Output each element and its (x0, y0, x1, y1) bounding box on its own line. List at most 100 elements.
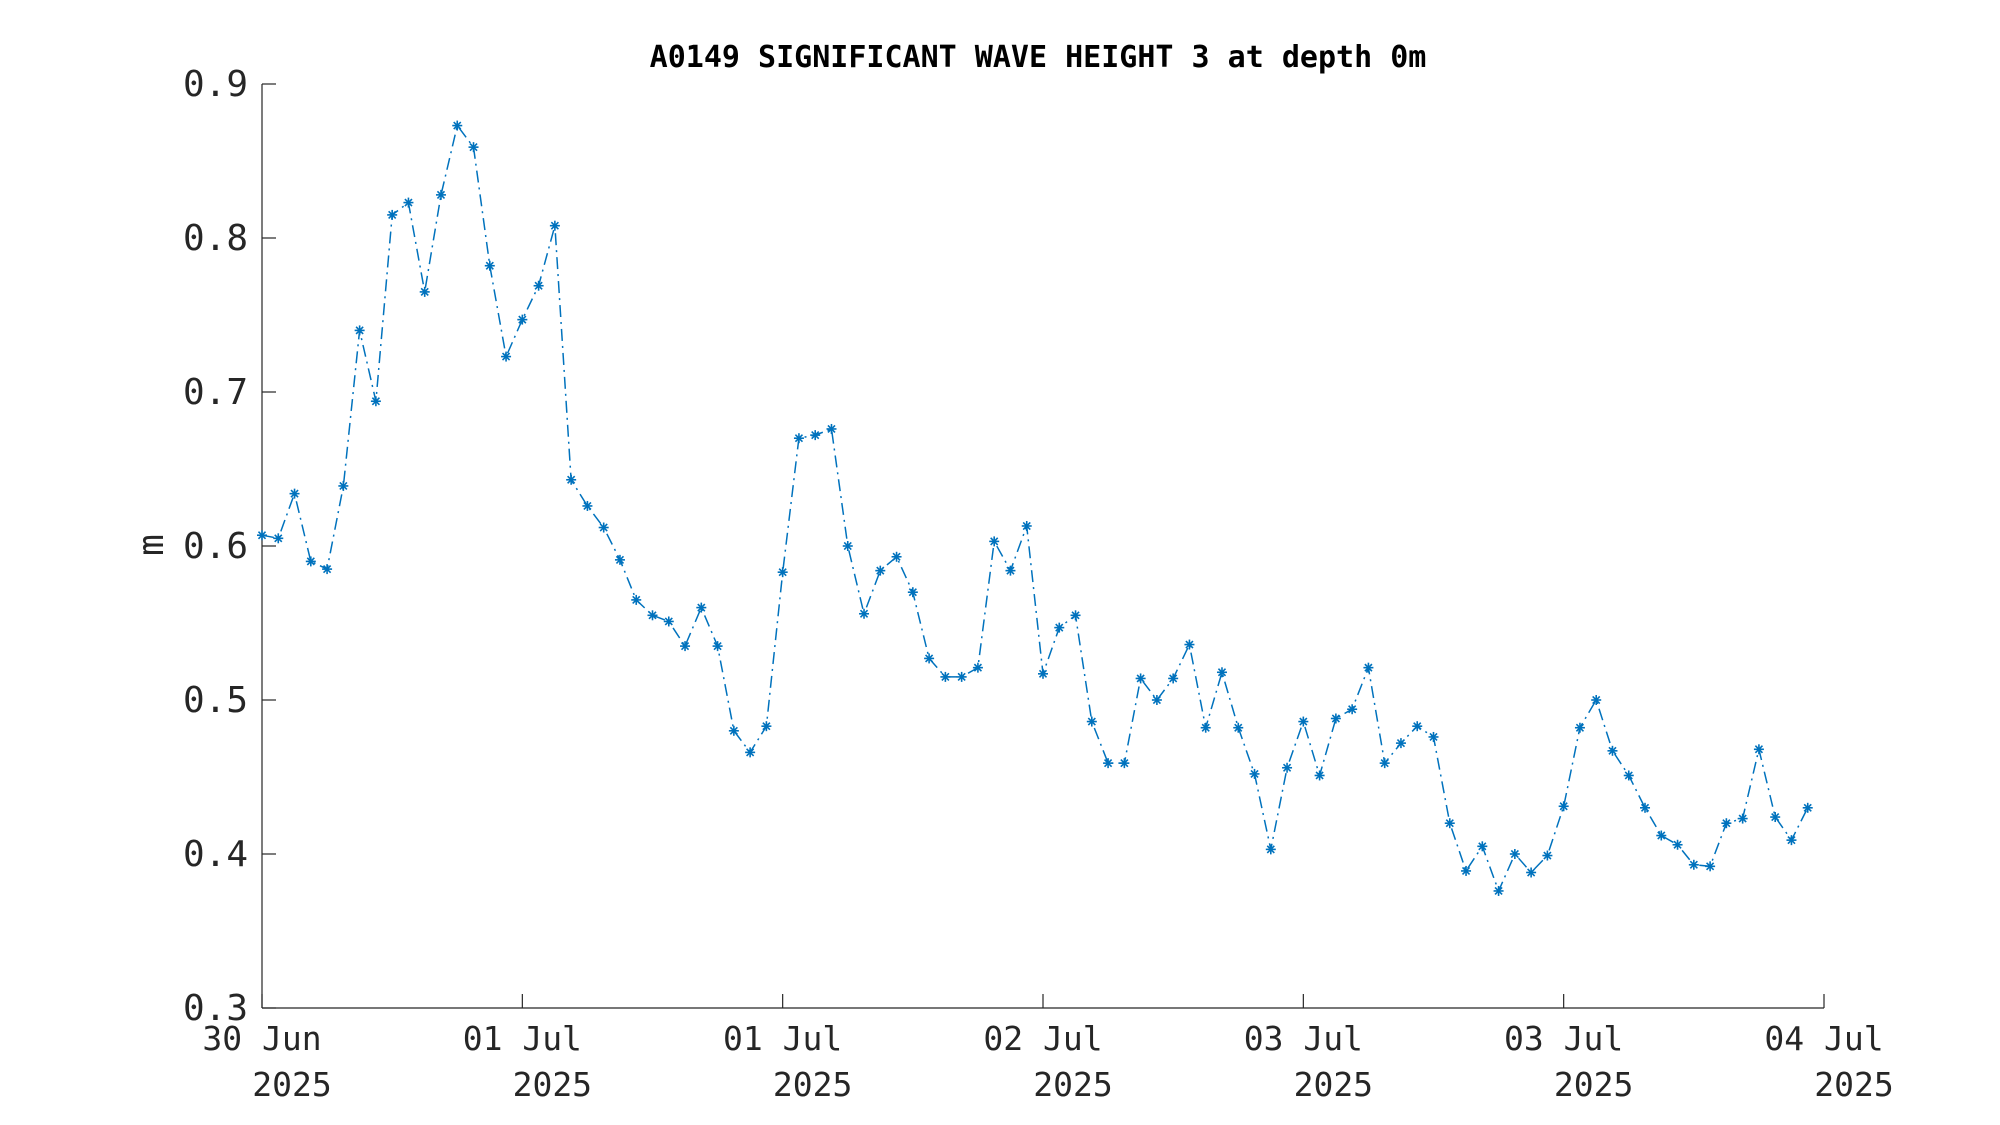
data-point (1705, 861, 1716, 872)
marker-stroke (1478, 842, 1487, 851)
marker-stroke (1364, 663, 1373, 672)
marker-stroke (567, 475, 576, 484)
data-point (1363, 662, 1374, 673)
marker-stroke (1201, 723, 1210, 732)
x-tick-label: 02 Jul (983, 1019, 1102, 1058)
data-point (468, 142, 479, 153)
data-point (1623, 770, 1634, 781)
marker-stroke (1266, 845, 1275, 854)
marker-stroke (1087, 717, 1096, 726)
data-point (907, 587, 918, 598)
marker-stroke (290, 489, 299, 498)
data-point (989, 536, 1000, 547)
marker-stroke (957, 672, 966, 682)
data-point (891, 551, 902, 562)
marker-stroke (843, 541, 852, 551)
data-point (1005, 565, 1016, 576)
marker-stroke (1559, 802, 1568, 811)
marker-stroke (1006, 566, 1015, 575)
marker-stroke (1706, 862, 1715, 871)
data-point (1753, 744, 1764, 755)
data-point (1314, 770, 1325, 781)
data-point (1184, 639, 1195, 650)
marker-stroke (1250, 769, 1259, 779)
y-tick-label: 0.3 (183, 988, 248, 1029)
marker-stroke (1543, 851, 1552, 860)
marker-stroke (583, 501, 592, 511)
data-point (1721, 818, 1732, 829)
data-point (1607, 745, 1618, 756)
data-point (1021, 520, 1032, 531)
data-point (273, 533, 284, 544)
data-point (338, 480, 349, 491)
marker-stroke (420, 287, 429, 297)
marker-stroke (680, 641, 690, 651)
data-point (582, 500, 593, 511)
marker-stroke (1136, 674, 1145, 683)
data-point (1233, 722, 1244, 733)
data-point (1477, 841, 1488, 852)
chart-title: A0149 SIGNIFICANT WAVE HEIGHT 3 at depth… (650, 40, 1427, 75)
x-axis-ticks: 30 Jun 2025 01 Jul 2025 01 Jul 2025 02 Jul 2025… (202, 994, 1894, 1104)
data-point (972, 662, 983, 673)
marker-stroke (1494, 886, 1503, 896)
data-point (1298, 716, 1309, 727)
data-point (1509, 849, 1520, 859)
data-point (1249, 768, 1260, 779)
x-tick-year-label: 2025 (1033, 1065, 1112, 1104)
data-point (631, 594, 642, 605)
marker-stroke (1055, 623, 1064, 632)
marker-stroke (322, 564, 332, 574)
marker-stroke (697, 603, 706, 612)
marker-stroke (355, 326, 364, 335)
data-point (1070, 610, 1081, 621)
marker-stroke (876, 566, 885, 575)
data-point (598, 522, 609, 533)
marker-stroke (1640, 803, 1650, 812)
y-axis-ticks: 0.3 0.4 0.5 0.6 0.7 0.8 0.9 (183, 64, 276, 1029)
data-point (566, 474, 577, 485)
data-point (647, 610, 658, 621)
data-point (1282, 762, 1293, 773)
marker-stroke (1022, 521, 1031, 531)
marker-stroke (729, 726, 738, 735)
marker-stroke (1217, 668, 1227, 677)
data-point (1395, 738, 1406, 749)
data-point (533, 280, 544, 291)
y-tick-label: 0.4 (183, 834, 248, 875)
data-point (257, 530, 267, 541)
marker-stroke (1103, 759, 1113, 768)
marker-stroke (859, 609, 869, 618)
marker-stroke (713, 641, 722, 651)
marker-stroke (648, 611, 657, 620)
marker-stroke (1657, 831, 1666, 840)
marker-stroke (827, 424, 836, 434)
data-point (403, 197, 414, 208)
x-tick-year-label: 2025 (1294, 1065, 1373, 1104)
marker-stroke (1234, 723, 1243, 732)
marker-stroke (469, 143, 478, 152)
data-point (1558, 801, 1569, 812)
data-point (1444, 818, 1455, 829)
marker-stroke (339, 481, 348, 491)
data-point (1412, 721, 1423, 732)
y-tick-label: 0.7 (183, 372, 248, 413)
data-point (745, 747, 756, 758)
marker-stroke (501, 352, 511, 361)
marker-stroke (1738, 814, 1747, 823)
marker-stroke (1331, 714, 1340, 723)
data-point (387, 209, 398, 220)
data-point (1737, 813, 1748, 824)
data-point (842, 541, 853, 551)
data-point (1574, 722, 1585, 733)
axes (261, 84, 1824, 1009)
marker-stroke (599, 523, 608, 532)
marker-stroke (1608, 746, 1617, 755)
data-point (793, 433, 804, 444)
marker-stroke (534, 281, 543, 290)
data-point (826, 423, 837, 434)
marker-stroke (1169, 674, 1178, 683)
marker-stroke (632, 595, 641, 605)
x-tick-year-label: 2025 (252, 1065, 331, 1104)
data-point (419, 286, 430, 297)
